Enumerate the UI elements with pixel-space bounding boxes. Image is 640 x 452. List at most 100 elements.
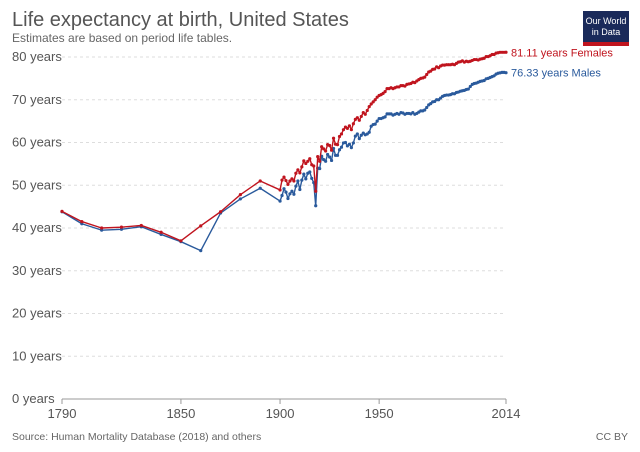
data-point-females[interactable]	[306, 159, 310, 163]
data-point-males[interactable]	[310, 176, 314, 181]
data-point-females[interactable]	[286, 182, 290, 186]
owid-logo[interactable]: Our World in Data	[583, 11, 629, 46]
data-point-females[interactable]	[355, 116, 359, 120]
data-point-males[interactable]	[337, 148, 342, 152]
data-point-males[interactable]	[286, 196, 290, 201]
data-point-females[interactable]	[302, 159, 306, 163]
data-point-females[interactable]	[331, 136, 336, 140]
data-point-males[interactable]	[292, 192, 296, 196]
data-point-males[interactable]	[199, 249, 203, 253]
data-point-females[interactable]	[314, 189, 318, 193]
data-point-males[interactable]	[302, 172, 306, 176]
data-point-males[interactable]	[327, 155, 332, 159]
data-point-females[interactable]	[296, 168, 300, 172]
data-point-females[interactable]	[347, 124, 352, 128]
data-point-females[interactable]	[304, 161, 308, 166]
data-point-females[interactable]	[139, 223, 143, 228]
data-point-males[interactable]	[290, 189, 294, 193]
series-line-females[interactable]	[61, 51, 507, 242]
data-point-females[interactable]	[359, 114, 363, 119]
data-point-females[interactable]	[159, 230, 163, 234]
data-point-males[interactable]	[318, 166, 322, 171]
data-point-males[interactable]	[357, 137, 361, 141]
data-point-females[interactable]	[308, 157, 312, 161]
data-point-males[interactable]	[504, 71, 508, 75]
data-point-males[interactable]	[278, 199, 282, 203]
data-point-females[interactable]	[218, 210, 223, 214]
data-point-females[interactable]	[280, 178, 284, 182]
data-point-females[interactable]	[284, 178, 288, 183]
data-point-males[interactable]	[343, 140, 348, 145]
data-point-females[interactable]	[345, 126, 350, 130]
data-point-females[interactable]	[320, 145, 324, 149]
data-point-females[interactable]	[298, 171, 302, 175]
data-point-males[interactable]	[304, 177, 308, 181]
data-point-males[interactable]	[425, 105, 429, 110]
data-point-females[interactable]	[369, 102, 373, 106]
data-point-males[interactable]	[308, 170, 312, 174]
data-point-females[interactable]	[337, 134, 342, 139]
data-point-males[interactable]	[298, 187, 302, 192]
data-point-females[interactable]	[339, 132, 344, 136]
data-point-females[interactable]	[329, 148, 334, 152]
data-point-females[interactable]	[119, 225, 124, 229]
data-point-males[interactable]	[347, 142, 352, 146]
data-point-females[interactable]	[351, 122, 355, 126]
data-point-females[interactable]	[423, 75, 427, 79]
data-point-females[interactable]	[290, 177, 294, 181]
data-point-males[interactable]	[288, 192, 292, 196]
data-point-males[interactable]	[294, 184, 298, 188]
data-point-females[interactable]	[318, 159, 322, 163]
data-point-females[interactable]	[324, 149, 328, 153]
data-point-females[interactable]	[100, 226, 104, 230]
data-point-females[interactable]	[278, 188, 282, 192]
data-point-males[interactable]	[355, 132, 359, 136]
data-point-males[interactable]	[329, 158, 334, 163]
data-point-males[interactable]	[468, 84, 472, 89]
data-point-females[interactable]	[238, 193, 242, 197]
data-point-females[interactable]	[312, 164, 316, 168]
data-point-females[interactable]	[363, 112, 367, 116]
data-point-males[interactable]	[373, 122, 377, 126]
data-point-females[interactable]	[335, 143, 340, 147]
data-point-females[interactable]	[179, 239, 183, 243]
data-point-males[interactable]	[314, 204, 318, 208]
data-point-males[interactable]	[351, 141, 355, 145]
data-point-females[interactable]	[365, 108, 369, 113]
data-point-males[interactable]	[339, 145, 344, 149]
data-point-males[interactable]	[324, 159, 328, 163]
data-point-females[interactable]	[292, 179, 296, 183]
data-point-males[interactable]	[359, 133, 363, 137]
data-point-females[interactable]	[322, 147, 326, 151]
data-point-males[interactable]	[335, 153, 340, 157]
data-point-females[interactable]	[288, 179, 292, 183]
data-point-males[interactable]	[349, 146, 353, 150]
data-point-males[interactable]	[367, 130, 371, 134]
data-point-males[interactable]	[383, 115, 387, 119]
data-point-females[interactable]	[367, 104, 371, 109]
data-point-females[interactable]	[371, 100, 375, 104]
data-point-females[interactable]	[341, 128, 346, 132]
data-point-females[interactable]	[294, 171, 298, 175]
data-point-females[interactable]	[504, 50, 508, 54]
data-point-males[interactable]	[284, 190, 288, 194]
data-point-females[interactable]	[373, 98, 377, 102]
data-point-females[interactable]	[433, 67, 437, 71]
data-point-males[interactable]	[375, 119, 379, 123]
data-point-females[interactable]	[199, 224, 203, 228]
license-link[interactable]: CC BY	[596, 431, 628, 443]
data-point-males[interactable]	[282, 187, 286, 191]
data-point-females[interactable]	[316, 155, 320, 159]
data-point-males[interactable]	[300, 178, 304, 182]
data-point-males[interactable]	[258, 186, 262, 190]
data-point-males[interactable]	[296, 179, 300, 183]
data-point-females[interactable]	[300, 165, 304, 169]
data-point-females[interactable]	[282, 175, 286, 179]
data-point-males[interactable]	[280, 193, 284, 198]
data-point-males[interactable]	[423, 108, 427, 112]
data-point-females[interactable]	[327, 143, 332, 148]
data-point-males[interactable]	[326, 152, 330, 157]
data-point-females[interactable]	[349, 128, 353, 132]
data-point-males[interactable]	[238, 197, 242, 201]
data-point-females[interactable]	[425, 72, 429, 77]
